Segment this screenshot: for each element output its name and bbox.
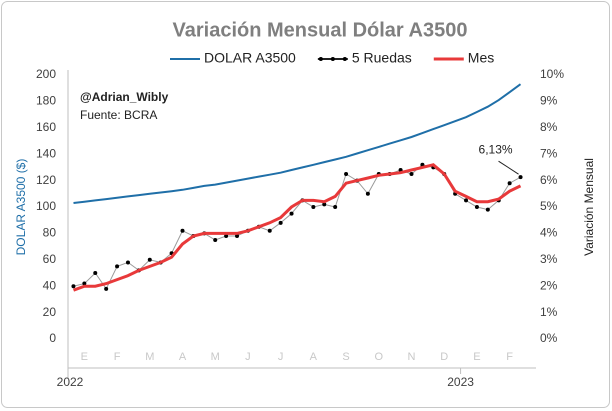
x-group-label: 2023 [447,375,474,389]
y2-tick-label: 4% [540,226,558,240]
y-tick-label: 160 [36,120,56,134]
series-point [289,211,294,216]
y-tick-label: 60 [43,252,57,266]
x-tick-label: E [81,351,88,363]
y-tick-label: 0 [49,331,56,345]
legend-label: DOLAR A3500 [204,50,296,66]
series-point [71,284,76,289]
chart-title: Variación Mensual Dólar A3500 [173,19,468,41]
legend-dot [330,57,335,61]
series-point [235,234,240,239]
x-tick-label: J [278,351,284,363]
x-tick-label: D [440,351,448,363]
series-line [73,83,522,204]
x-tick-label: F [506,351,513,363]
series-point [333,205,338,209]
series-point [125,260,130,265]
legend-dot [342,57,347,61]
x-tick-label: F [114,351,121,363]
y-tick-label: 120 [36,173,56,187]
data-label: 6,13% [479,142,513,156]
annotation: Fuente: BCRA [80,108,157,122]
series-point [93,271,98,275]
y-tick-label: 180 [36,94,56,108]
x-tick-label: E [473,351,480,363]
x-tick-label: M [145,351,154,363]
y2-axis-label: Variación Mensual [582,158,596,256]
series-point [115,264,120,269]
series-point [82,281,87,286]
x-tick-label: O [375,351,384,363]
x-tick-label: M [211,351,220,363]
series-point [278,220,283,225]
y2-tick-label: 9% [540,94,558,108]
x-tick-label: A [179,351,187,363]
y-tick-label: 100 [36,199,56,213]
series-point [464,198,469,203]
y-tick-label: 40 [43,278,57,292]
series-point [485,207,490,212]
x-tick-label: S [342,351,349,363]
y-tick-label: 80 [43,226,57,240]
series-point [180,228,185,233]
legend-dot [318,57,323,61]
annotation: @Adrian_Wibly [80,90,169,104]
y-tick-label: 20 [43,305,57,319]
series-point [104,286,109,291]
series-point [224,234,229,239]
y2-tick-label: 8% [540,120,558,134]
y-tick-label: 200 [36,67,56,81]
series-line [72,163,522,292]
series-point [344,172,349,176]
x-group-label: 2022 [57,375,84,389]
y2-tick-label: 2% [540,278,558,292]
y2-tick-label: 3% [540,252,558,266]
series-point [365,191,370,196]
legend-label: 5 Ruedas [352,50,412,66]
y-tick-label: 140 [36,146,56,160]
label-leader [498,160,519,175]
series-point [147,257,152,262]
legend-label: Mes [468,50,494,66]
x-tick-label: N [408,351,416,363]
y2-tick-label: 10% [540,67,564,81]
y2-tick-label: 7% [540,146,558,160]
x-tick-label: J [245,351,251,363]
series-point [409,172,414,176]
series-point [322,202,327,207]
series-point [474,205,479,209]
series-point [311,205,316,209]
series-point [213,238,218,242]
series-point [267,228,272,233]
y2-tick-label: 0% [540,331,558,345]
y2-tick-label: 5% [540,199,558,213]
x-tick-label: A [310,351,318,363]
y2-tick-label: 1% [540,305,558,319]
series-point [507,181,512,186]
y-axis-label: DOLAR A3500 ($) [14,159,28,256]
series-point [518,175,523,180]
y2-tick-label: 6% [540,173,558,187]
